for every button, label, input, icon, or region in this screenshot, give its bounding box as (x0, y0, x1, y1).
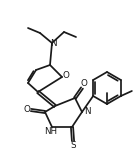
Text: O: O (81, 79, 87, 88)
Text: S: S (70, 142, 76, 151)
Text: O: O (63, 72, 69, 80)
Text: N: N (84, 107, 90, 116)
Text: N: N (50, 40, 56, 49)
Text: NH: NH (44, 128, 58, 137)
Text: O: O (24, 104, 30, 113)
